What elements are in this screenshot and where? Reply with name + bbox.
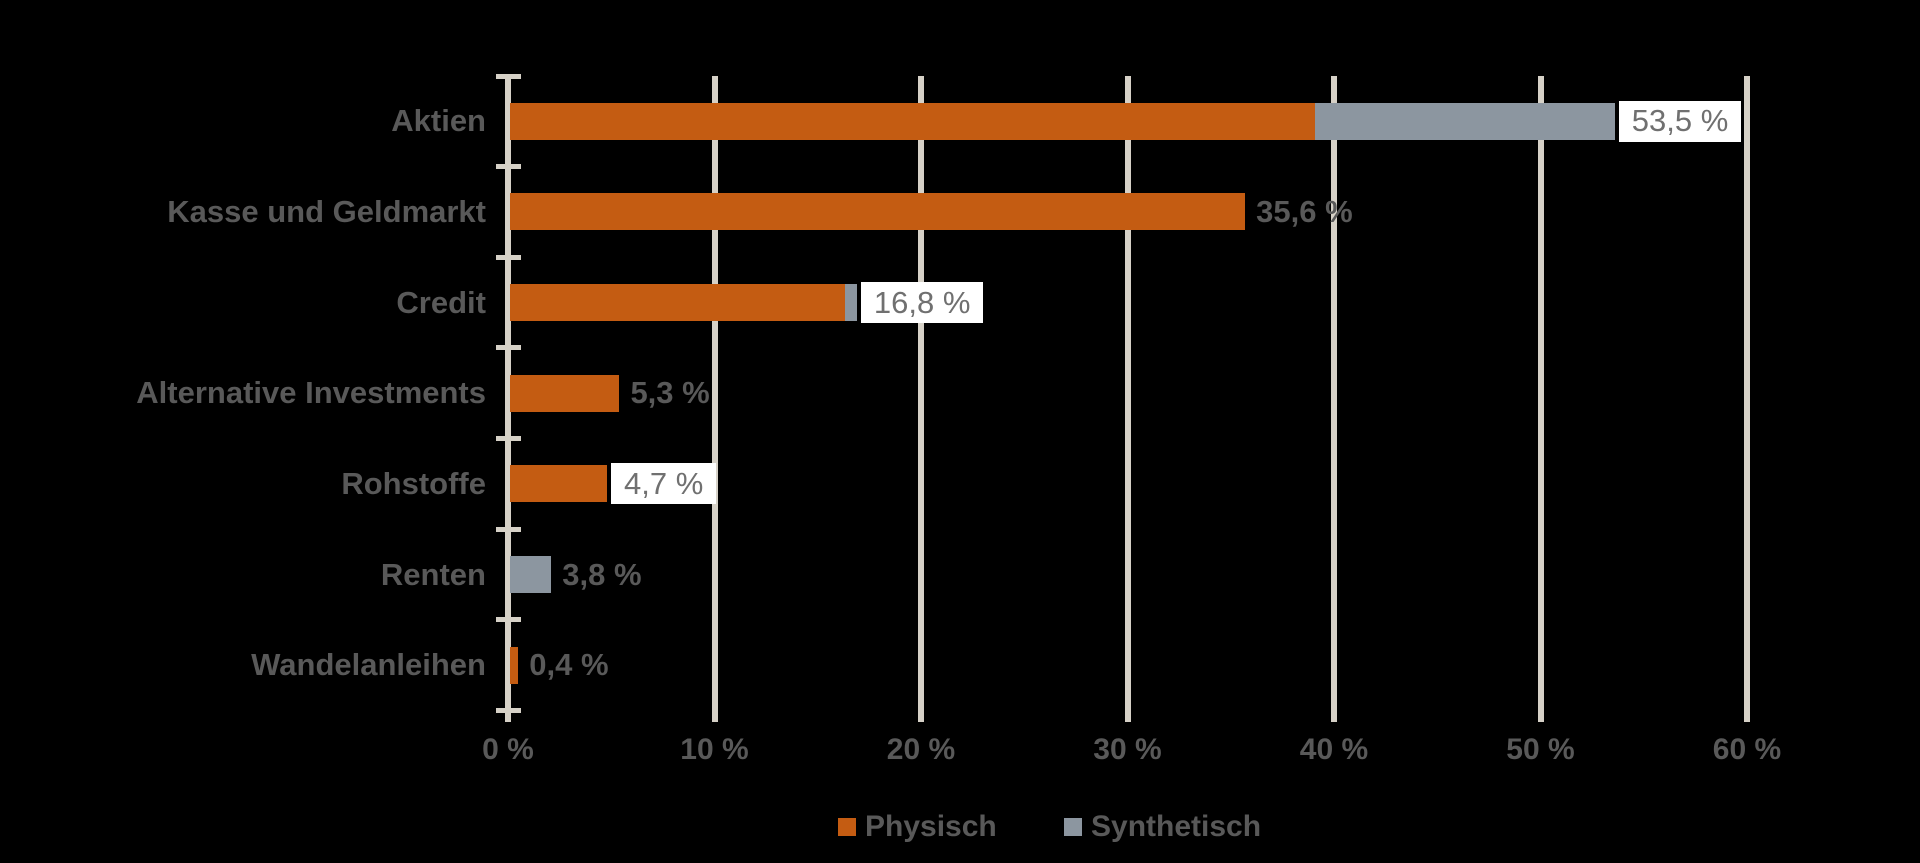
value-label-boxed: 16,8 %	[860, 282, 984, 324]
category-label: Renten	[380, 556, 486, 592]
y-axis-tick	[495, 254, 521, 260]
value-label-boxed: 53,5 %	[1618, 100, 1742, 142]
y-axis-tick	[495, 708, 521, 713]
legend-item-synthetisch: Synthetisch	[1064, 808, 1261, 846]
value-label: 5,3 %	[630, 375, 710, 411]
x-axis-tick-label: 20 %	[886, 733, 956, 766]
category-label: Rohstoffe	[341, 465, 486, 501]
x-gridline	[918, 76, 924, 722]
value-label-boxed: 4,7 %	[611, 463, 717, 505]
y-axis-line	[505, 76, 511, 722]
legend-label-synthetisch: Synthetisch	[1091, 810, 1262, 843]
y-axis-tick	[495, 345, 521, 351]
y-axis-tick	[495, 73, 521, 79]
bar-segment-physisch	[510, 374, 620, 412]
y-axis-tick	[495, 164, 521, 170]
x-gridline	[1537, 76, 1544, 722]
x-axis-tick-label: 40 %	[1299, 733, 1369, 766]
category-label: Kasse und Geldmarkt	[167, 193, 486, 229]
bar-segment-physisch	[510, 102, 1316, 140]
category-label: Credit	[396, 284, 486, 320]
x-gridline	[1124, 76, 1131, 722]
x-gridline	[1744, 76, 1750, 722]
category-label: Alternative Investments	[136, 375, 486, 411]
legend-item-physisch: Physisch	[838, 808, 997, 846]
category-label: Aktien	[391, 103, 486, 139]
x-axis-tick-label: 50 %	[1506, 733, 1575, 766]
x-gridline	[1331, 76, 1337, 722]
legend-swatch-physisch	[838, 818, 856, 836]
legend-label-physisch: Physisch	[865, 810, 997, 843]
bar-segment-synthetisch	[1315, 102, 1615, 140]
x-axis-tick-label: 30 %	[1093, 733, 1162, 766]
legend-swatch-synthetisch	[1064, 818, 1082, 836]
value-label: 0,4 %	[529, 647, 609, 683]
x-axis-tick-label: 10 %	[680, 733, 749, 766]
y-axis-tick	[495, 617, 521, 623]
y-axis-tick	[495, 526, 521, 532]
x-axis-tick-label: 0 %	[482, 733, 534, 766]
value-label: 3,8 %	[562, 556, 642, 592]
category-label: Wandelanleihen	[251, 647, 486, 683]
value-label: 35,6 %	[1256, 193, 1353, 229]
bar-segment-physisch	[510, 193, 1246, 231]
bar-segment-physisch	[510, 284, 845, 322]
bar-segment-physisch	[510, 646, 519, 684]
bar-segment-synthetisch	[844, 284, 857, 322]
x-axis-tick-label: 60 %	[1712, 733, 1782, 766]
y-axis-tick	[495, 436, 521, 442]
x-gridline	[711, 76, 718, 722]
bar-segment-physisch	[510, 465, 608, 503]
bar-segment-synthetisch	[510, 556, 552, 594]
